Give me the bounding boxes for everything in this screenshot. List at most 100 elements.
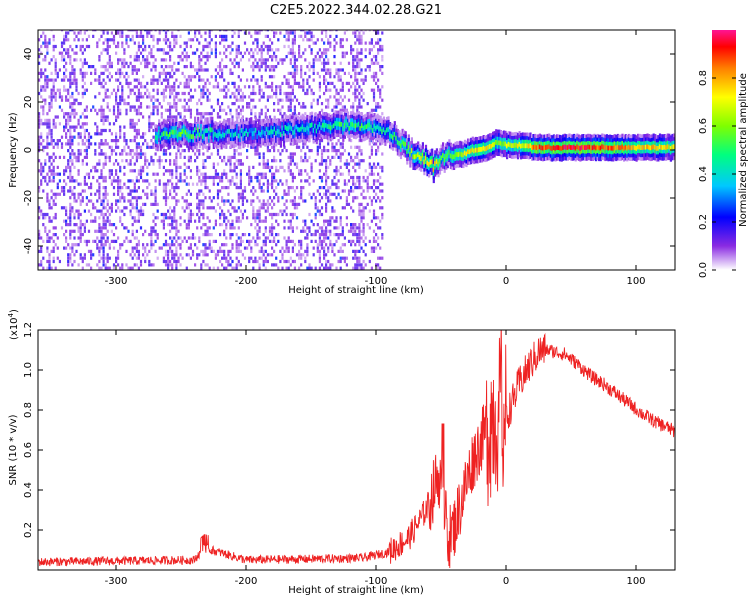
spectrogram-noise-cell (98, 192, 101, 196)
spectrogram-noise-cell (318, 226, 321, 230)
spectrogram-noise-cell (316, 38, 319, 42)
spectrogram-noise-cell (302, 38, 305, 42)
spectrogram-noise-cell (327, 223, 330, 227)
spectrogram-noise-cell (144, 65, 147, 69)
spectrogram-noise-cell (81, 125, 84, 129)
spectrogram-noise-cell (362, 239, 365, 243)
spectrogram-noise-cell (358, 98, 361, 102)
spectrogram-signal-cell (187, 134, 190, 139)
spectrogram-noise-cell (104, 48, 107, 52)
spectrogram-noise-cell (60, 95, 64, 99)
spectrogram-noise-cell (142, 55, 145, 59)
spectrogram-noise-cell (248, 256, 251, 260)
spectrogram-noise-cell (139, 34, 143, 38)
spectrogram-noise-cell (221, 179, 224, 183)
spectrogram-noise-cell (108, 95, 111, 99)
spectrogram-noise-cell (38, 118, 41, 122)
spectrogram-noise-cell (293, 199, 296, 203)
spectrogram-noise-cell (256, 152, 259, 156)
spectrogram-noise-cell (96, 263, 99, 267)
spectrogram-noise-cell (200, 199, 203, 203)
spectrogram-noise-cell (237, 34, 240, 38)
spectrogram-noise-cell (225, 162, 228, 166)
spectrogram-noise-cell (248, 182, 251, 186)
spectrogram-noise-cell (308, 149, 311, 153)
spectrogram-noise-cell (198, 41, 201, 45)
spectrogram-noise-cell (96, 229, 99, 233)
spectrogram-noise-cell (325, 51, 328, 55)
spectrogram-noise-cell (148, 44, 151, 49)
spectrogram-noise-cell (191, 182, 195, 186)
spectrogram-noise-cell (177, 85, 180, 89)
spectrogram-noise-cell (225, 112, 228, 116)
spectrogram-noise-cell (171, 85, 174, 89)
spectrogram-noise-cell (291, 31, 294, 35)
spectrogram-noise-cell (370, 48, 373, 52)
spectrogram-noise-cell (146, 243, 149, 247)
spectrogram-noise-cell (73, 125, 76, 129)
spectrogram-noise-cell (323, 266, 326, 270)
spectrogram-noise-cell (300, 155, 303, 159)
spectrogram-noise-cell (239, 88, 242, 92)
spectrogram-noise-cell (352, 256, 355, 260)
spectrogram-noise-cell (133, 169, 136, 173)
spectrogram-noise-cell (87, 132, 91, 136)
spectrogram-noise-cell (187, 219, 190, 223)
spectrogram-noise-cell (231, 199, 234, 203)
spectrogram-noise-cell (372, 236, 376, 240)
spectrogram-noise-cell (237, 206, 240, 210)
spectrogram-noise-cell (289, 199, 292, 203)
spectrogram-noise-cell (67, 115, 70, 119)
spectrogram-noise-cell (229, 155, 232, 159)
spectrogram-noise-cell (287, 266, 290, 270)
spectrogram-noise-cell (40, 95, 43, 99)
spectrogram-noise-cell (183, 155, 186, 159)
spectrogram-noise-cell (154, 223, 157, 227)
spectrogram-noise-cell (48, 108, 51, 112)
spectrogram-noise-cell (287, 162, 290, 166)
spectrogram-noise-cell (115, 202, 118, 206)
spectrogram-noise-cell (164, 216, 168, 220)
spectrogram-noise-cell (308, 75, 311, 79)
spectrogram-noise-cell (252, 186, 255, 190)
spectrogram-noise-cell (104, 159, 107, 163)
spectrogram-noise-cell (248, 105, 251, 109)
spectrogram-noise-cell (254, 152, 257, 156)
spectrogram-noise-cell (81, 199, 84, 203)
spectrogram-noise-cell (358, 51, 361, 55)
spectrogram-noise-cell (327, 61, 330, 65)
spectrogram-noise-cell (125, 34, 128, 38)
spectrogram-noise-cell (164, 85, 168, 89)
spectrogram-noise-cell (187, 98, 190, 102)
spectrogram-noise-cell (210, 199, 213, 203)
spectrogram-noise-cell (277, 239, 280, 243)
spectrogram-noise-cell (314, 216, 317, 220)
spectrogram-noise-cell (79, 199, 82, 203)
spectrogram-noise-cell (146, 58, 149, 62)
spectrogram-noise-cell (356, 51, 359, 55)
spectrogram-noise-cell (52, 165, 55, 169)
spectrogram-noise-cell (87, 229, 91, 233)
spectrogram-noise-cell (304, 142, 307, 146)
spectrogram-noise-cell (202, 48, 205, 52)
spectrogram-noise-cell (241, 192, 244, 196)
spectrogram-noise-cell (137, 179, 140, 183)
spectrogram-noise-cell (69, 169, 72, 173)
spectrogram-noise-cell (117, 253, 120, 257)
spectrogram-noise-cell (194, 142, 197, 146)
spectrogram-noise-cell (283, 259, 286, 264)
spectrogram-noise-cell (139, 135, 143, 139)
spectrogram-noise-cell (131, 118, 134, 122)
spectrogram-noise-cell (46, 249, 49, 253)
spectrogram-noise-cell (42, 108, 45, 112)
spectrogram-noise-cell (329, 266, 332, 270)
spectrogram-noise-cell (135, 236, 138, 240)
spectrogram-noise-cell (127, 145, 130, 149)
spectrogram-noise-cell (329, 68, 332, 72)
spectrogram-noise-cell (329, 229, 332, 233)
spectrogram-noise-cell (306, 78, 309, 82)
spectrogram-noise-cell (50, 189, 53, 193)
spectrogram-noise-cell (100, 34, 103, 38)
spectrogram-noise-cell (119, 152, 122, 156)
